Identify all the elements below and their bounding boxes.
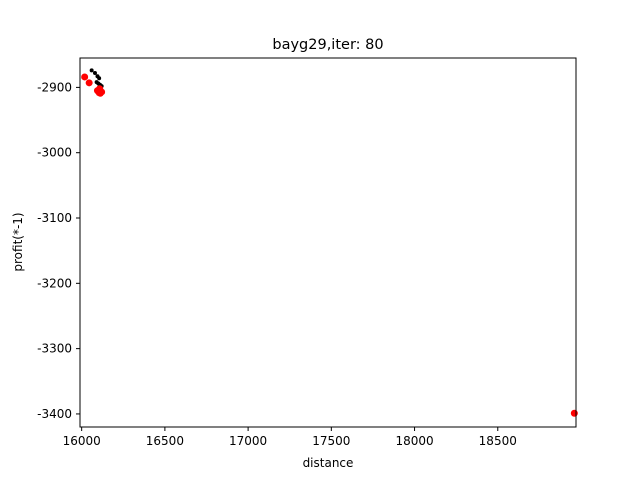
y-axis-ticks: -2900 -3000 -3100 -3200 -3300 -3400 — [37, 80, 80, 421]
x-tick-label: 17000 — [229, 434, 267, 448]
x-tick-label: 16000 — [63, 434, 101, 448]
chart-title: bayg29,iter: 80 — [272, 37, 383, 53]
scatter-point-red — [96, 85, 104, 93]
scatter-point-red — [570, 409, 578, 417]
y-axis-label: profit(*-1) — [11, 212, 25, 271]
y-tick-label: -3000 — [37, 146, 72, 160]
plot-frame — [79, 57, 577, 428]
x-axis-ticks: 16000 16500 17000 17500 18000 18500 — [63, 427, 517, 448]
scatter-point-black — [89, 68, 94, 73]
x-tick-label: 16500 — [146, 434, 184, 448]
scatter-point-black — [97, 76, 102, 81]
scatter-point-red — [81, 73, 89, 81]
x-tick-label: 17500 — [312, 434, 350, 448]
x-axis-label: distance — [303, 456, 354, 470]
data-points — [81, 68, 578, 417]
scatter-point-black — [92, 71, 97, 76]
y-tick-label: -3300 — [37, 342, 72, 356]
y-tick-label: -3200 — [37, 276, 72, 290]
y-tick-label: -3400 — [37, 407, 72, 421]
x-tick-label: 18500 — [479, 434, 517, 448]
y-tick-label: -3100 — [37, 211, 72, 225]
scatter-point-red — [85, 79, 93, 87]
x-tick-label: 18000 — [395, 434, 433, 448]
y-tick-label: -2900 — [37, 80, 72, 94]
